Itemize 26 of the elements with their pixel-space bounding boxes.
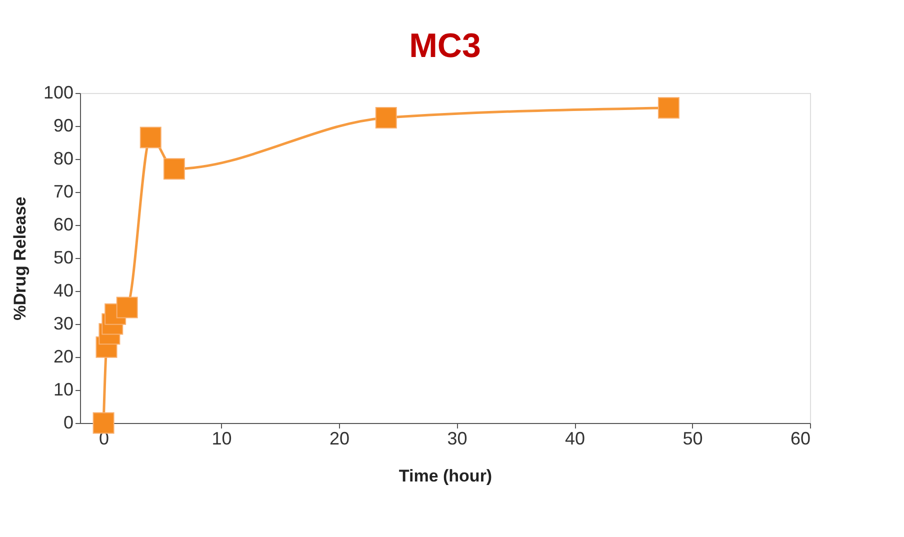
point	[658, 97, 680, 119]
y-tick-label: 20	[53, 346, 74, 366]
x-tick-label: 20	[330, 428, 350, 448]
y-axis-title: %Drug Release	[10, 196, 30, 320]
x-tick-label: 30	[447, 428, 468, 448]
y-tick-label: 60	[53, 214, 74, 234]
y-tick-label: 0	[63, 412, 74, 432]
y-tick-label: 50	[53, 248, 74, 268]
point	[116, 296, 138, 318]
y-tick-label: 90	[53, 116, 74, 136]
point	[375, 107, 397, 128]
point	[92, 412, 114, 434]
x-tick-label: 40	[565, 428, 586, 448]
x-tick-label: 60	[790, 428, 810, 448]
x-tick-label: 10	[212, 428, 232, 448]
x-axis-title: Time (hour)	[398, 466, 492, 486]
point	[163, 158, 185, 180]
y-tick-label: 80	[53, 148, 74, 168]
x-tick-label: 50	[682, 428, 703, 448]
chart-title: MC3	[409, 27, 481, 65]
y-tick-label: 70	[53, 182, 74, 202]
y-tick-label: 10	[53, 380, 74, 400]
point	[140, 126, 162, 148]
y-tick-label: 40	[53, 280, 74, 300]
y-tick-label: 30	[53, 314, 74, 334]
y-tick-label: 100	[43, 82, 74, 102]
